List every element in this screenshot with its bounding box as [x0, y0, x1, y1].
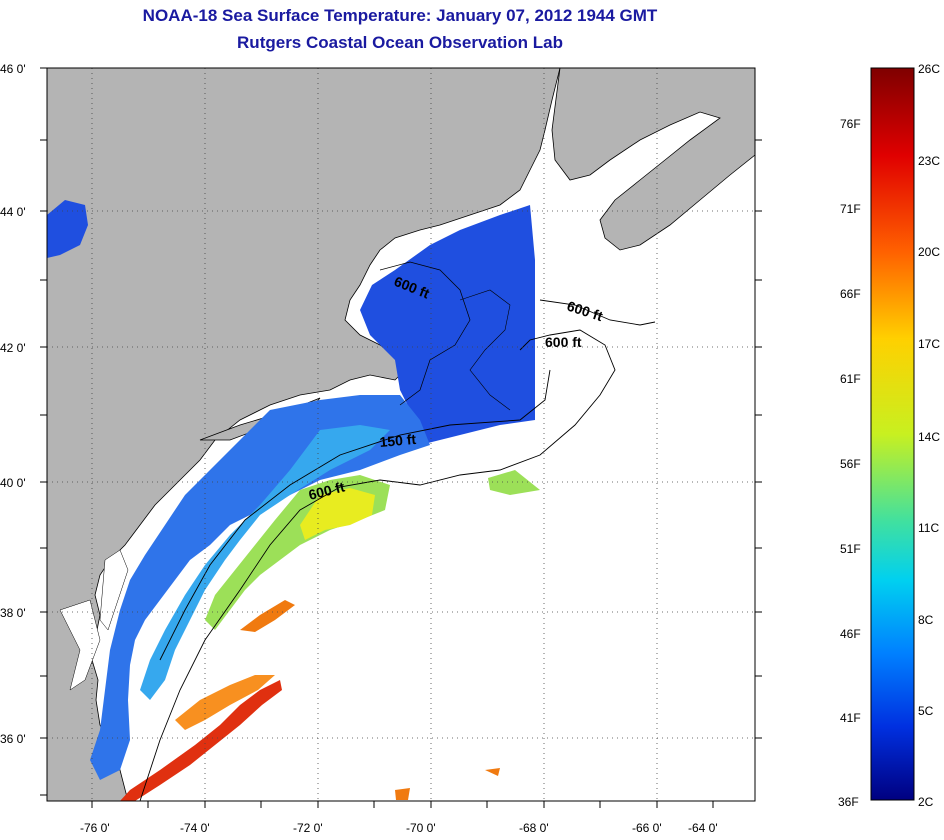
- contour-basin-inner: [459, 289, 511, 411]
- lon-label: -74 0': [180, 821, 210, 835]
- colorbar-fahrenheit-label: 66F: [840, 287, 861, 301]
- colorbar-celsius-label: 5C: [918, 704, 934, 718]
- contour-600ft-basin: [379, 261, 471, 406]
- sst-patch-orange-2: [485, 768, 500, 776]
- land-nova-scotia: [551, 68, 755, 251]
- colorbar-fahrenheit-label: 76F: [840, 117, 861, 131]
- colorbar-fahrenheit-label: 61F: [840, 372, 861, 386]
- lon-label: -70 0': [406, 821, 436, 835]
- map-frame: [46, 67, 756, 802]
- sst-patch-green: [488, 470, 540, 495]
- lat-label: 46 0': [0, 62, 26, 76]
- sst-lake-ontario: [47, 200, 88, 258]
- contour-label: 600 ft: [545, 334, 582, 350]
- colorbar-celsius-label: 8C: [918, 613, 934, 627]
- sst-gulf-of-maine: [360, 205, 535, 445]
- colorbar-celsius-label: 2C: [918, 795, 934, 809]
- sst-gulf-stream-orange-2: [175, 675, 275, 730]
- lat-label: 38 0': [0, 606, 26, 620]
- lon-label: -64 0': [688, 821, 718, 835]
- lat-label: 40 0': [0, 476, 26, 490]
- map-grid: [47, 68, 755, 801]
- colorbar-celsius-label: 20C: [918, 245, 940, 259]
- colorbar-celsius-label: 17C: [918, 337, 940, 351]
- lon-label: -72 0': [293, 821, 323, 835]
- colorbar-celsius-label: 23C: [918, 154, 940, 168]
- lat-label: 44 0': [0, 205, 26, 219]
- potomac-river: [59, 599, 101, 691]
- colorbar-fahrenheit-label: 51F: [840, 542, 861, 556]
- color-scale-bar: [870, 67, 915, 801]
- colorbar-celsius-label: 26C: [918, 62, 940, 76]
- chesapeake-bay: [99, 549, 129, 631]
- sst-gulf-stream-red: [120, 680, 282, 801]
- sst-shelf-cyan: [140, 425, 390, 700]
- lon-label: -76 0': [80, 821, 110, 835]
- colorbar-celsius-label: 11C: [918, 521, 939, 535]
- lat-label: 42 0': [0, 341, 26, 355]
- colorbar-fahrenheit-label: 71F: [840, 202, 861, 216]
- sst-patch-orange: [395, 788, 410, 800]
- contour-600ft-shelf: [139, 329, 616, 801]
- contour-600ft-gulf: [539, 299, 656, 326]
- lon-label: -68 0': [519, 821, 549, 835]
- map-title: NOAA-18 Sea Surface Temperature: January…: [142, 6, 658, 25]
- colorbar-fahrenheit-label: 41F: [840, 711, 861, 725]
- lat-label: 36 0': [0, 732, 26, 746]
- sst-slope-yellow: [300, 488, 375, 540]
- sst-gulf-stream-orange: [240, 600, 295, 632]
- lon-label: -66 0': [632, 821, 662, 835]
- map-ticks: [40, 67, 762, 808]
- contour-150ft: [159, 369, 551, 661]
- contour-label: 150 ft: [379, 431, 417, 450]
- map-subtitle: Rutgers Coastal Ocean Observation Lab: [237, 33, 563, 52]
- colorbar-fahrenheit-label: 46F: [840, 627, 861, 641]
- colorbar-celsius-label: 14C: [918, 430, 940, 444]
- colorbar-fahrenheit-label: 36F: [838, 795, 859, 809]
- sst-shelf-blue: [90, 395, 430, 780]
- colorbar-fahrenheit-label: 56F: [840, 457, 861, 471]
